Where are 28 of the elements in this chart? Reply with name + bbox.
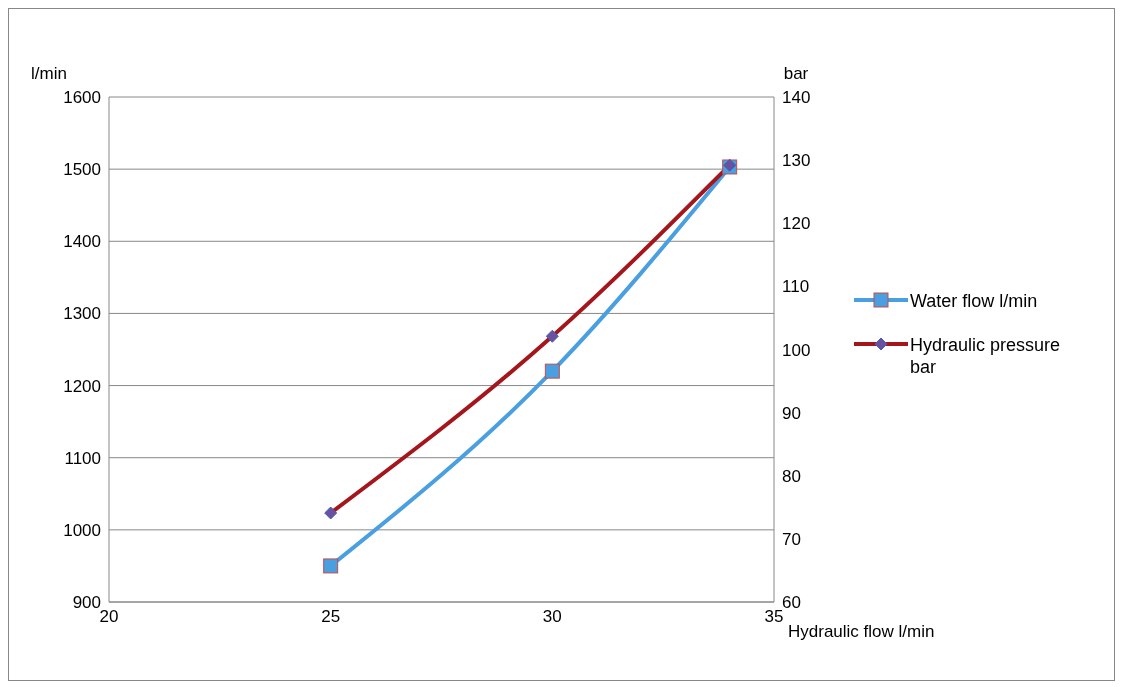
y2-tick-label: 120: [782, 214, 811, 234]
y2-axis-title: bar: [783, 64, 809, 83]
legend-label: Water flow l/min: [910, 289, 1038, 312]
x-tick-label: 30: [542, 607, 562, 627]
y-axis-title: l/min: [31, 64, 67, 83]
y2-tick-label: 90: [782, 403, 801, 423]
y2-tick-label: 130: [782, 151, 811, 171]
y-tick-label: 1200: [63, 376, 101, 396]
y2-tick-label: 110: [782, 277, 810, 297]
x-tick-label: 25: [321, 607, 341, 627]
y-tick-label: 1300: [63, 304, 101, 324]
point: [323, 558, 339, 574]
x-axis-title: Hydraulic flow l/min: [788, 622, 935, 642]
y-tick-label: 900: [72, 593, 101, 613]
y2-tick-label: 140: [782, 88, 811, 108]
y-tick-label: 1600: [63, 88, 101, 108]
y2-tick-label: 80: [782, 466, 801, 486]
y-tick-label: 1400: [63, 232, 101, 252]
legend-label: Hydraulic pressure bar: [910, 333, 1062, 378]
y-tick-label: 1500: [63, 160, 101, 180]
y-tick-label: 1000: [63, 520, 101, 540]
x-tick-label: 20: [99, 607, 119, 627]
y2-tick-label: 70: [782, 529, 801, 549]
x-tick-label: 35: [764, 607, 784, 627]
y2-tick-label: 100: [782, 340, 811, 360]
y2-tick-label: 60: [782, 593, 801, 613]
y-tick-label: 1100: [64, 448, 101, 468]
point: [544, 363, 560, 379]
